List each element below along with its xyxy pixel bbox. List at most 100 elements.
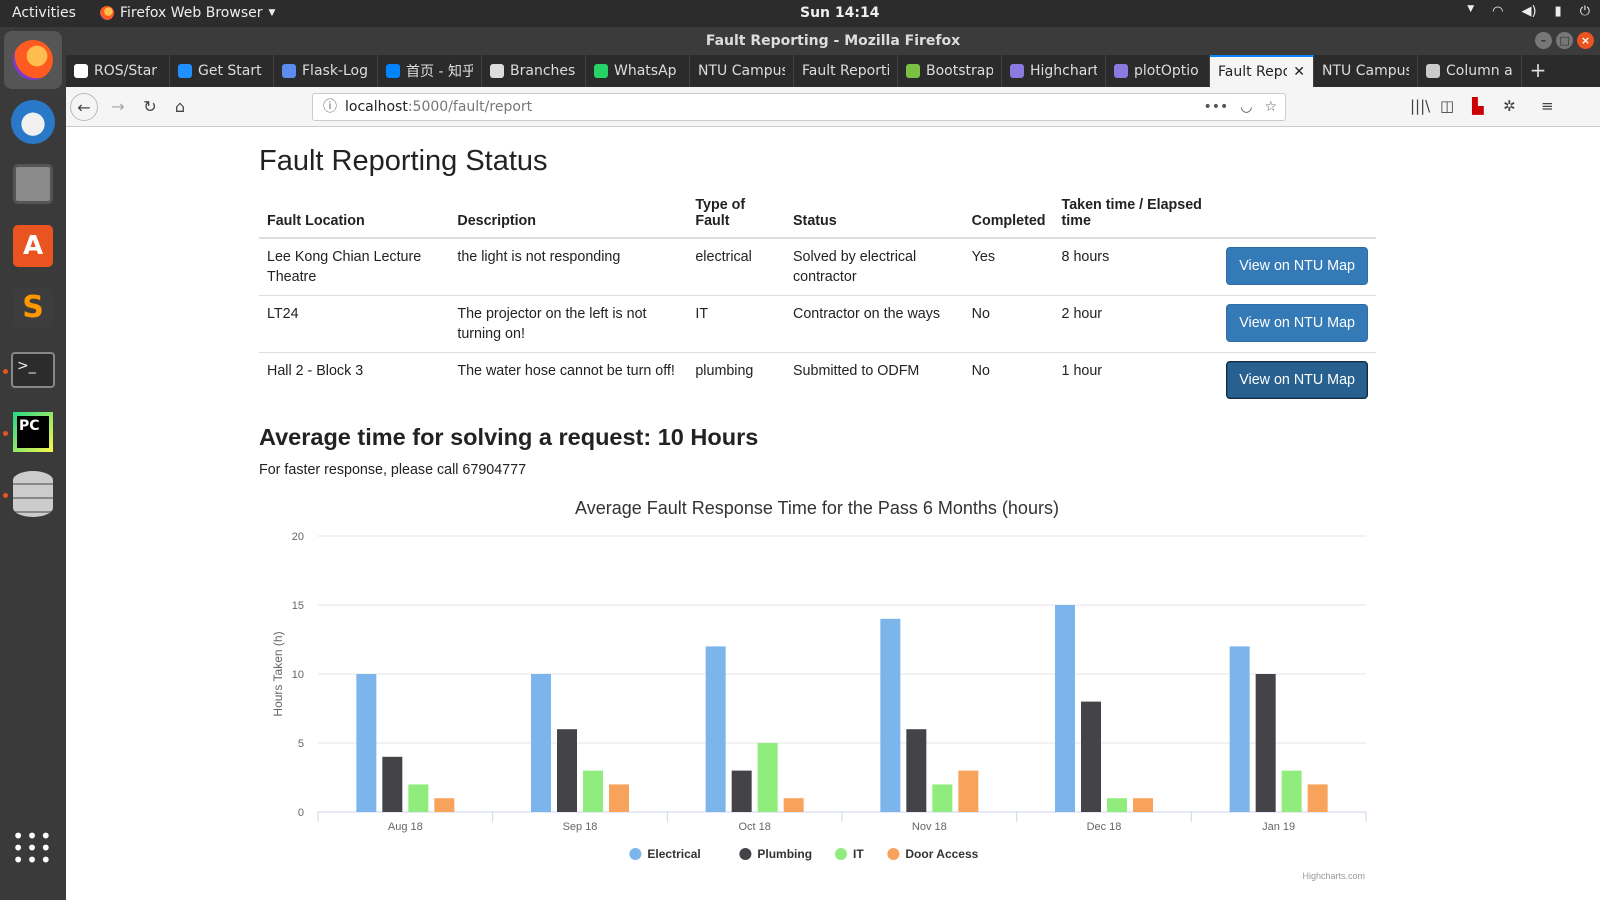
cell-type: IT — [687, 295, 786, 353]
contact-note: For faster response, please call 6790477… — [259, 462, 527, 478]
cell-type: plumbing — [687, 352, 786, 409]
volume-icon[interactable]: ◀) — [1521, 4, 1537, 19]
legend-marker-it — [835, 848, 847, 860]
forward-button[interactable]: → — [111, 97, 125, 116]
app-menu[interactable]: Firefox Web Browser ▼ — [100, 5, 275, 21]
tab-10[interactable]: plotOptio — [1106, 55, 1210, 87]
tab-label: WhatsAp — [614, 63, 677, 79]
bar-door-access — [1133, 798, 1153, 812]
tab-8[interactable]: Bootstrap — [898, 55, 1002, 87]
clock[interactable]: Sun 14:14 — [800, 5, 880, 21]
back-button[interactable]: ← — [70, 93, 98, 121]
dock-files[interactable] — [8, 159, 58, 209]
bookmark-star-icon[interactable]: ☆ — [1264, 99, 1277, 115]
chart-credits: Highcharts.com — [1302, 871, 1365, 881]
pdf-icon[interactable]: ▙ — [1472, 97, 1484, 115]
y-tick-label: 10 — [292, 669, 304, 681]
dock-firefox[interactable] — [4, 31, 62, 89]
dock-sublime[interactable]: S — [8, 283, 58, 333]
maximize-button[interactable]: □ — [1556, 32, 1573, 49]
dock-software[interactable]: A — [8, 221, 58, 271]
legend-label: Plumbing — [757, 847, 812, 861]
tab-1[interactable]: Get Start — [170, 55, 274, 87]
tab-label: Highchart — [1030, 63, 1097, 79]
info-icon[interactable]: ⓘ — [323, 99, 337, 115]
average-time-heading: Average time for solving a request: 10 H… — [259, 424, 759, 450]
view-on-map-button[interactable]: View on NTU Map — [1226, 361, 1368, 399]
software-center-icon: A — [13, 225, 53, 267]
hamburger-menu-icon[interactable]: ≡ — [1541, 97, 1554, 115]
tab-strip: ROS/Star Get Start Flask-Log 首页 - 知乎 Branche… — [66, 55, 1600, 87]
pycharm-icon: PC — [13, 412, 53, 452]
pocket-icon[interactable]: ◡ — [1240, 99, 1253, 115]
tab-label: ROS/Star — [94, 63, 158, 79]
cell-status: Contractor on the ways — [785, 295, 964, 353]
close-window-button[interactable]: × — [1577, 32, 1594, 49]
bar-plumbing — [382, 756, 403, 812]
x-tick-label: Oct 18 — [738, 821, 770, 833]
x-tick-label: Nov 18 — [912, 821, 947, 833]
tab-2[interactable]: Flask-Log — [274, 55, 378, 87]
column-header-type: Type of Fault — [687, 195, 786, 239]
bar-plumbing — [906, 729, 927, 812]
url-bar[interactable]: ⓘ localhost:5000/fault/report ••• ◡ ☆ — [312, 93, 1286, 121]
tab-7[interactable]: Fault Reporti — [794, 55, 898, 87]
new-tab-button[interactable]: + — [1529, 58, 1547, 82]
activities-button[interactable]: Activities — [12, 5, 76, 21]
page-actions-icon[interactable]: ••• — [1203, 99, 1229, 115]
tab-label: 首页 - 知乎 — [406, 64, 473, 80]
dock-terminal[interactable]: >_ — [8, 345, 58, 395]
cell-action: View on NTU Map — [1218, 237, 1376, 296]
library-icon[interactable]: |||\ — [1410, 97, 1431, 115]
dock-thunderbird[interactable] — [8, 97, 58, 147]
cell-status: Solved by electrical contractor — [785, 237, 964, 296]
minimize-button[interactable]: – — [1535, 32, 1552, 49]
tab-12[interactable]: NTU Campus — [1314, 55, 1418, 87]
cell-status: Submitted to ODFM — [785, 352, 964, 409]
y-tick-label: 15 — [292, 600, 304, 612]
cell-type: electrical — [687, 237, 786, 296]
view-on-map-button[interactable]: View on NTU Map — [1226, 247, 1368, 285]
dock-database[interactable] — [8, 469, 58, 519]
battery-icon[interactable]: ▮ — [1554, 4, 1562, 19]
close-tab-icon[interactable]: ✕ — [1293, 64, 1305, 80]
chevron-down-icon[interactable]: ▼ — [1467, 4, 1475, 14]
tab-label: Column a — [1446, 63, 1513, 79]
page-content: Fault Reporting Status Fault Location De… — [66, 127, 1600, 900]
column-header-completed: Completed — [963, 195, 1054, 239]
database-icon — [13, 471, 53, 517]
tab-label: plotOptio — [1134, 63, 1199, 79]
dock-pycharm[interactable]: PC — [8, 407, 58, 457]
tab-4[interactable]: Branches — [482, 55, 586, 87]
table-header-row: Fault Location Description Type of Fault… — [259, 195, 1376, 239]
bar-electrical — [356, 674, 377, 812]
bar-it — [757, 743, 778, 812]
zhihu-icon — [386, 64, 400, 78]
highcharts-icon — [1010, 64, 1024, 78]
wifi-icon[interactable]: ◠ — [1492, 4, 1504, 19]
system-tray[interactable]: ▼ ◠ ◀) ▮ ⏻ — [1467, 4, 1590, 19]
tab-6[interactable]: NTU Campus — [690, 55, 794, 87]
column-header-description: Description — [449, 195, 688, 239]
extension-icon[interactable]: ✲ — [1503, 97, 1516, 115]
tab-3[interactable]: 首页 - 知乎 — [378, 55, 482, 87]
tab-label: NTU Campus — [698, 63, 785, 79]
bar-plumbing — [731, 770, 752, 812]
reload-button[interactable]: ↻ — [143, 97, 157, 116]
home-button[interactable]: ⌂ — [174, 97, 186, 116]
tab-5[interactable]: WhatsAp — [586, 55, 690, 87]
show-applications-button[interactable]: ••• ••• ••• — [8, 823, 58, 873]
chevron-down-icon: ▼ — [268, 8, 276, 18]
y-tick-label: 0 — [298, 807, 304, 819]
tab-11[interactable]: Fault Repo ✕ — [1210, 55, 1314, 87]
view-on-map-button[interactable]: View on NTU Map — [1226, 304, 1368, 342]
bar-plumbing — [1255, 674, 1276, 812]
sidebar-icon[interactable]: ◫ — [1440, 97, 1455, 115]
tab-9[interactable]: Highchart — [1002, 55, 1106, 87]
x-tick-label: Jan 19 — [1262, 821, 1295, 833]
bar-plumbing — [557, 729, 577, 812]
tab-0[interactable]: ROS/Star — [66, 55, 170, 87]
tab-13[interactable]: Column a — [1418, 55, 1522, 87]
bar-electrical — [1229, 646, 1250, 812]
power-icon[interactable]: ⏻ — [1579, 4, 1590, 19]
